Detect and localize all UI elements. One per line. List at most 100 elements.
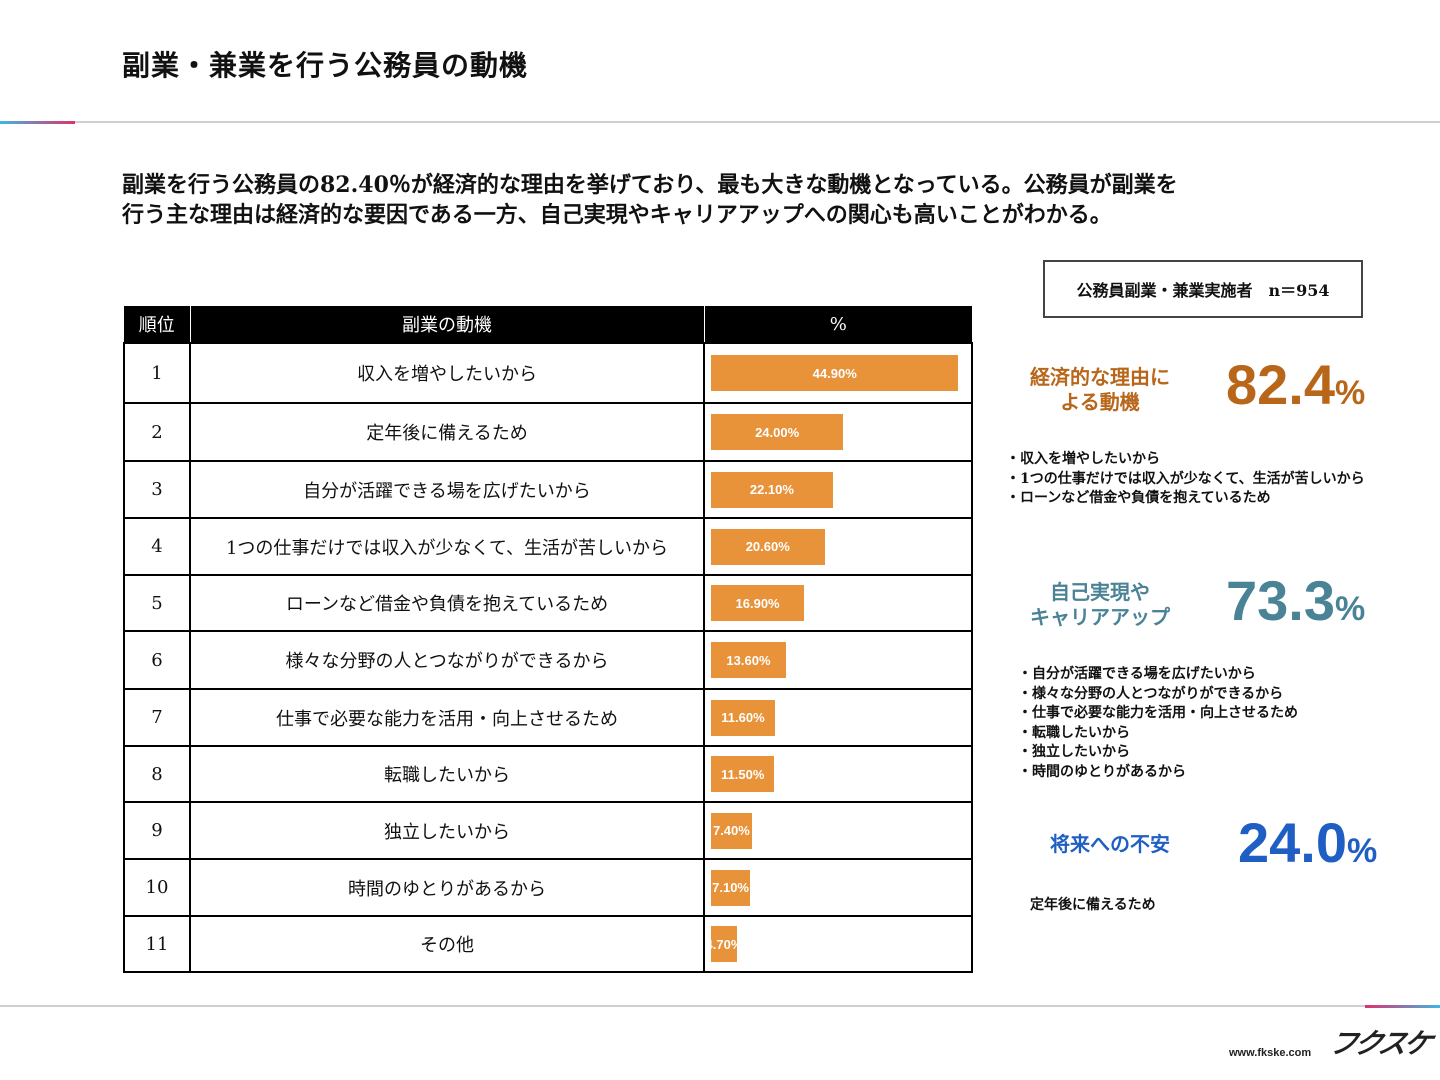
percent-cell: 4.70% bbox=[703, 915, 973, 973]
motive-cell: 収入を増やしたいから bbox=[189, 342, 705, 404]
table-row: 4 1つの仕事だけでは収入が少なくて、生活が苦しいから 20.60% bbox=[123, 517, 973, 576]
motive-cell: 仕事で必要な能力を活用・向上させるため bbox=[189, 688, 705, 747]
category-label-self-realization: 自己実現や キャリアアップ bbox=[1010, 580, 1190, 630]
table-row: 2 定年後に備えるため 24.00% bbox=[123, 402, 973, 462]
category-label-future-anxiety: 将来への不安 bbox=[1020, 832, 1200, 857]
motive-cell: ローンなど借金や負債を抱えているため bbox=[189, 574, 705, 632]
percent-sign: % bbox=[1335, 374, 1366, 412]
reason-item: 1つの仕事だけでは収入が少なくて、生活が苦しいから bbox=[1006, 470, 1365, 490]
category-label-line: 経済的な理由に bbox=[1030, 365, 1170, 389]
percent-sign: % bbox=[1347, 832, 1378, 870]
sample-size-badge: 公務員副業・兼業実施者 n＝954 bbox=[1043, 260, 1363, 318]
top-divider bbox=[0, 121, 1440, 123]
table-row: 7 仕事で必要な能力を活用・向上させるため 11.60% bbox=[123, 688, 973, 747]
reason-item: 独立したいから bbox=[1018, 743, 1298, 763]
rank-cell: 3 bbox=[123, 460, 191, 519]
motive-cell: その他 bbox=[189, 915, 705, 973]
percent-cell: 13.60% bbox=[703, 630, 973, 690]
category-label-line: よる動機 bbox=[1060, 390, 1140, 414]
site-url: www.fkske.com bbox=[1229, 1047, 1312, 1059]
bar-value-label: 44.90% bbox=[812, 365, 857, 381]
percent-cell: 22.10% bbox=[703, 460, 973, 519]
rank-cell: 10 bbox=[123, 858, 191, 917]
category-percent-self-realization: 73.3% bbox=[1226, 568, 1365, 633]
percent-value: 82.4 bbox=[1226, 353, 1335, 416]
brand-logo: フクスケ bbox=[1326, 1027, 1433, 1060]
percent-cell: 11.60% bbox=[703, 688, 973, 747]
chart-bar: 13.60% bbox=[711, 642, 786, 678]
table-row: 8 転職したいから 11.50% bbox=[123, 745, 973, 803]
motive-cell: 定年後に備えるため bbox=[189, 402, 705, 462]
chart-bar: 20.60% bbox=[711, 528, 825, 565]
percent-cell: 7.40% bbox=[703, 801, 973, 860]
chart-bar: 44.90% bbox=[711, 355, 959, 391]
reason-list-self-realization: 自分が活躍できる場を広げたいから様々な分野の人とつながりができるから仕事で必要な… bbox=[1018, 665, 1298, 782]
table-row: 9 独立したいから 7.40% bbox=[123, 801, 973, 860]
reason-list-economic: 収入を増やしたいから1つの仕事だけでは収入が少なくて、生活が苦しいからローンなど… bbox=[1006, 450, 1365, 509]
motivation-ranking-table: 順位 副業の動機 % 1 収入を増やしたいから 44.90% 2 定年後に備えるため 24… bbox=[123, 306, 973, 973]
bar-value-label: 7.40% bbox=[712, 823, 750, 838]
table-row: 3 自分が活躍できる場を広げたいから 22.10% bbox=[123, 460, 973, 519]
chart-bar: 11.60% bbox=[711, 699, 775, 736]
reason-item: ローンなど借金や負債を抱えているため bbox=[1006, 489, 1365, 509]
bar-value-label: 11.60% bbox=[721, 710, 765, 725]
bar-value-label: 16.90% bbox=[735, 595, 780, 611]
header-rank: 順位 bbox=[124, 306, 191, 343]
percent-sign: % bbox=[1335, 590, 1366, 628]
rank-cell: 11 bbox=[123, 915, 191, 973]
reason-item: 自分が活躍できる場を広げたいから bbox=[1018, 665, 1298, 685]
chart-bar: 24.00% bbox=[711, 414, 844, 450]
reason-item: 時間のゆとりがあるから bbox=[1018, 763, 1298, 783]
bar-value-label: 4.70% bbox=[711, 936, 737, 952]
category-label-line: 自己実現や bbox=[1050, 580, 1150, 604]
table-header-row: 順位 副業の動機 % bbox=[124, 306, 972, 343]
rank-cell: 2 bbox=[123, 402, 191, 462]
rank-cell: 4 bbox=[123, 517, 191, 576]
chart-bar: 16.90% bbox=[711, 585, 805, 621]
bar-value-label: 11.50% bbox=[721, 766, 765, 782]
reason-item: 転職したいから bbox=[1018, 724, 1298, 744]
bar-value-label: 24.00% bbox=[755, 424, 800, 440]
motive-cell: 転職したいから bbox=[189, 745, 705, 803]
chart-bar: 7.10% bbox=[711, 869, 751, 906]
chart-bar: 11.50% bbox=[711, 756, 775, 792]
rank-cell: 8 bbox=[123, 745, 191, 803]
bar-value-label: 13.60% bbox=[726, 652, 771, 668]
motive-cell: 時間のゆとりがあるから bbox=[189, 858, 705, 917]
percent-cell: 11.50% bbox=[703, 745, 973, 803]
percent-cell: 20.60% bbox=[703, 517, 973, 576]
percent-value: 24.0 bbox=[1238, 811, 1347, 874]
category-percent-economic: 82.4% bbox=[1226, 352, 1365, 417]
table-body: 1 収入を増やしたいから 44.90% 2 定年後に備えるため 24.00% 3 自分が活躍で… bbox=[123, 342, 973, 973]
motive-cell: 1つの仕事だけでは収入が少なくて、生活が苦しいから bbox=[189, 517, 705, 576]
reason-item: 仕事で必要な能力を活用・向上させるため bbox=[1018, 704, 1298, 724]
category-label-economic: 経済的な理由に よる動機 bbox=[1010, 365, 1190, 415]
percent-cell: 44.90% bbox=[703, 342, 973, 404]
reason-item: 収入を増やしたいから bbox=[1006, 450, 1365, 470]
table-row: 6 様々な分野の人とつながりができるから 13.60% bbox=[123, 630, 973, 690]
percent-cell: 24.00% bbox=[703, 402, 973, 462]
header-percent: % bbox=[704, 306, 972, 343]
motive-cell: 独立したいから bbox=[189, 801, 705, 860]
table-row: 1 収入を増やしたいから 44.90% bbox=[123, 342, 973, 404]
motive-cell: 様々な分野の人とつながりができるから bbox=[189, 630, 705, 690]
rank-cell: 7 bbox=[123, 688, 191, 747]
bar-value-label: 7.10% bbox=[712, 880, 749, 895]
percent-cell: 7.10% bbox=[703, 858, 973, 917]
table-row: 10 時間のゆとりがあるから 7.10% bbox=[123, 858, 973, 917]
bottom-divider-accent bbox=[1365, 1005, 1440, 1008]
rank-cell: 6 bbox=[123, 630, 191, 690]
chart-bar: 4.70% bbox=[711, 926, 737, 962]
summary-text: 副業を行う公務員の82.40％が経済的な理由を挙げており、最も大きな動機となって… bbox=[122, 170, 1382, 230]
header-motive: 副業の動機 bbox=[190, 306, 705, 343]
summary-line-1: 副業を行う公務員の82.40％が経済的な理由を挙げており、最も大きな動機となって… bbox=[122, 172, 1178, 198]
category-label-line: 将来への不安 bbox=[1050, 832, 1170, 856]
top-divider-accent bbox=[0, 121, 75, 124]
category-percent-future-anxiety: 24.0% bbox=[1238, 810, 1377, 875]
bottom-divider bbox=[0, 1005, 1440, 1007]
percent-value: 73.3 bbox=[1226, 569, 1335, 632]
future-anxiety-reason: 定年後に備えるため bbox=[1030, 897, 1156, 913]
bar-value-label: 20.60% bbox=[745, 539, 790, 554]
rank-cell: 5 bbox=[123, 574, 191, 632]
